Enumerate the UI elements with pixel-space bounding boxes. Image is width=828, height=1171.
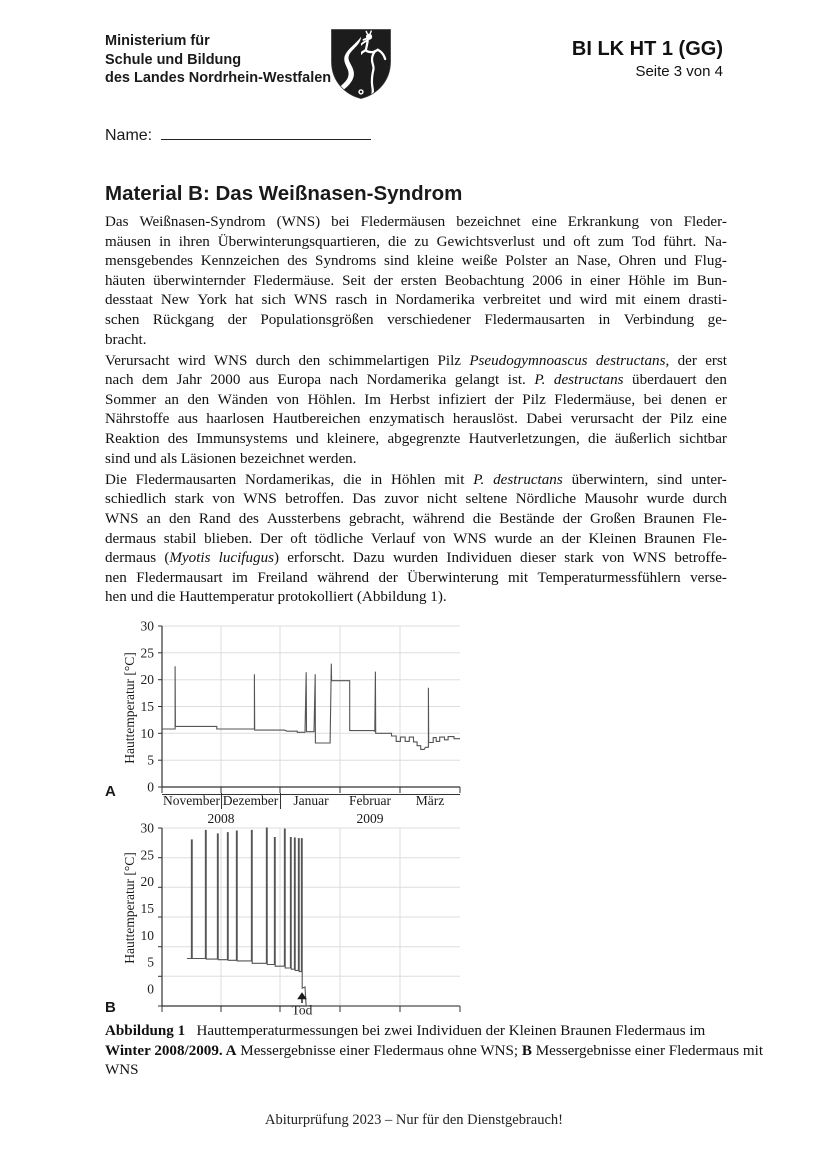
svg-text:10: 10	[141, 928, 155, 943]
svg-text:25: 25	[141, 847, 155, 862]
svg-text:Tod: Tod	[292, 1003, 313, 1018]
svg-text:0: 0	[147, 982, 154, 997]
svg-text:20: 20	[141, 874, 155, 889]
svg-text:15: 15	[141, 901, 155, 916]
svg-text:30: 30	[141, 821, 155, 836]
svg-text:5: 5	[147, 955, 154, 970]
